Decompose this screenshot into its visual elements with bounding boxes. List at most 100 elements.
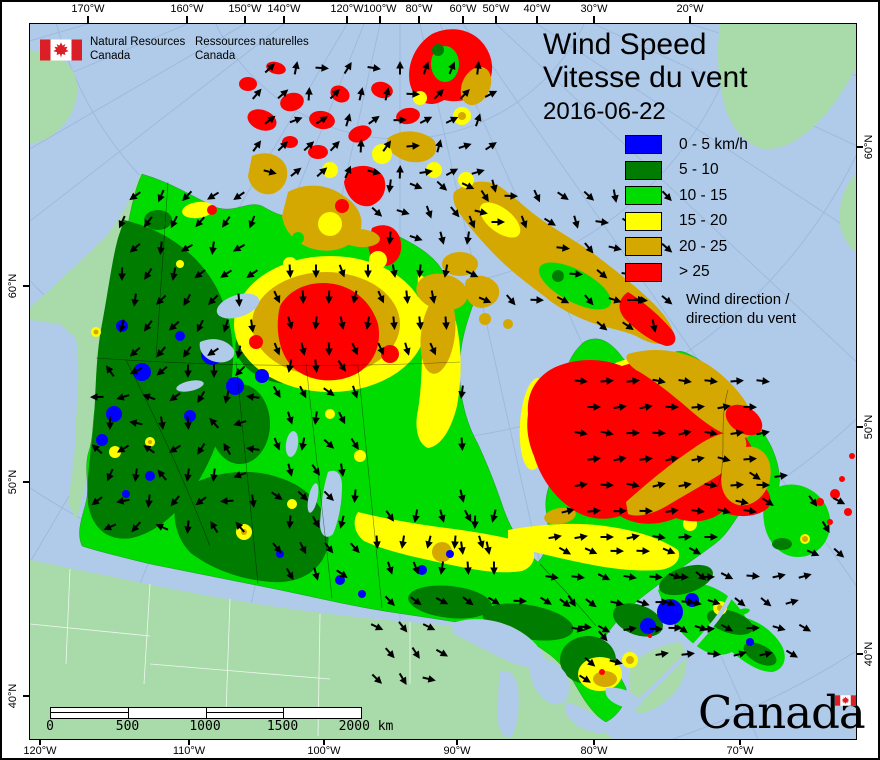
wind-arrow xyxy=(384,647,395,659)
wind-arrow xyxy=(118,319,126,333)
wind-arrow xyxy=(474,61,482,75)
wind-arrow xyxy=(772,572,786,580)
tick-mark xyxy=(739,739,741,745)
wind-arrow xyxy=(297,490,309,501)
wind-arrow xyxy=(182,190,193,202)
wind-arrow xyxy=(399,535,407,549)
wind-arrow xyxy=(504,192,518,200)
legend-swatch xyxy=(625,211,662,231)
wind-arrow xyxy=(530,296,544,304)
wind-arrow-layer xyxy=(90,61,846,686)
wind-arrow xyxy=(416,264,424,278)
wind-arrow xyxy=(438,509,446,523)
wind-arrow xyxy=(377,342,385,356)
wind-arrow xyxy=(344,113,352,127)
wind-arrow xyxy=(435,597,449,605)
wind-arrow xyxy=(384,595,395,606)
wind-arrow xyxy=(735,498,749,506)
wind-arrow xyxy=(323,387,335,397)
scale-label: 1000 xyxy=(189,719,221,734)
lon-tick-label: 140°W xyxy=(267,3,301,15)
wind-arrow xyxy=(425,535,433,549)
lon-tick-label: 150°W xyxy=(228,3,262,15)
logo-en-line1: Natural Resources xyxy=(90,36,186,48)
logo-text-en: Natural Resources Canada xyxy=(90,35,185,63)
wind-arrow xyxy=(91,444,103,455)
wind-arrow xyxy=(572,215,580,229)
wind-arrow xyxy=(468,215,476,229)
wind-arrow xyxy=(208,294,219,305)
lat-tick-label: 40°N xyxy=(863,641,875,667)
wind-arrow xyxy=(600,533,614,541)
wind-arrow xyxy=(474,113,482,127)
wind-arrow xyxy=(730,481,744,489)
wind-arrow xyxy=(445,168,459,177)
wind-arrow xyxy=(720,623,734,632)
wind-arrow xyxy=(195,216,206,228)
wind-arrow xyxy=(312,316,320,330)
wind-arrow xyxy=(143,216,153,228)
wind-arrow xyxy=(289,116,303,124)
wind-arrow xyxy=(157,469,167,481)
wind-arrow xyxy=(386,179,394,193)
wind-arrow xyxy=(209,417,220,429)
wind-arrow xyxy=(595,218,609,226)
wind-arrow xyxy=(574,481,588,489)
wind-arrow xyxy=(117,444,130,453)
wind-arrow xyxy=(221,216,231,228)
wind-arrow xyxy=(364,316,372,330)
wind-arrow xyxy=(323,490,334,501)
region-20-25-overlay xyxy=(626,350,771,516)
wind-arrow xyxy=(785,598,799,606)
wind-arrow xyxy=(435,648,449,657)
legend: 0 - 5 km/h 5 - 10 10 - 15 15 - 20 20 - 25 > 2… xyxy=(625,135,748,288)
wind-arrow xyxy=(351,489,359,503)
lon-tick-label: 170°W xyxy=(71,3,105,15)
wind-arrow xyxy=(277,89,289,99)
wind-arrow xyxy=(626,481,640,489)
lon-tick-label: 60°W xyxy=(449,3,477,15)
wind-arrow xyxy=(545,573,559,581)
lat-tick-label: 60°N xyxy=(863,134,875,160)
wind-arrow xyxy=(325,290,333,304)
wind-arrow xyxy=(285,567,294,581)
wind-arrow xyxy=(587,507,601,515)
wind-arrow xyxy=(343,62,352,75)
wind-arrow xyxy=(655,598,669,606)
wind-arrow xyxy=(364,264,372,278)
wind-arrow xyxy=(652,533,666,541)
scale-label: 1500 xyxy=(266,719,299,734)
wind-arrow xyxy=(474,208,488,216)
wind-arrow xyxy=(665,455,679,463)
lon-tick-label: 100°W xyxy=(363,3,397,15)
wind-arrow xyxy=(329,89,340,100)
wind-arrow xyxy=(704,533,718,541)
wind-arrow xyxy=(464,561,472,575)
scale-label: 500 xyxy=(115,719,140,734)
wind-arrow xyxy=(412,561,420,575)
wind-arrow xyxy=(145,494,153,508)
lat-tick-label: 50°N xyxy=(863,414,875,440)
wind-arrow xyxy=(383,87,391,101)
wind-arrow xyxy=(490,561,498,575)
wind-arrow xyxy=(184,416,192,430)
wind-arrow xyxy=(559,598,571,608)
wind-arrow xyxy=(749,471,761,480)
wind-arrow xyxy=(478,296,492,304)
wind-arrow xyxy=(480,189,489,202)
wind-arrow xyxy=(184,364,192,378)
wind-arrow xyxy=(655,650,669,658)
wind-arrow xyxy=(600,429,614,437)
wind-arrow xyxy=(286,359,294,373)
wind-arrow xyxy=(598,630,608,642)
wind-arrow xyxy=(209,241,217,255)
wind-arrow xyxy=(170,215,178,229)
wind-arrow xyxy=(429,342,437,356)
wind-arrow xyxy=(357,139,365,153)
wind-arrow xyxy=(367,64,381,72)
wind-arrow xyxy=(613,455,627,463)
wind-arrow xyxy=(305,87,313,101)
wind-arrow xyxy=(471,168,485,176)
wind-arrow xyxy=(235,345,243,359)
wind-arrow xyxy=(315,64,329,72)
